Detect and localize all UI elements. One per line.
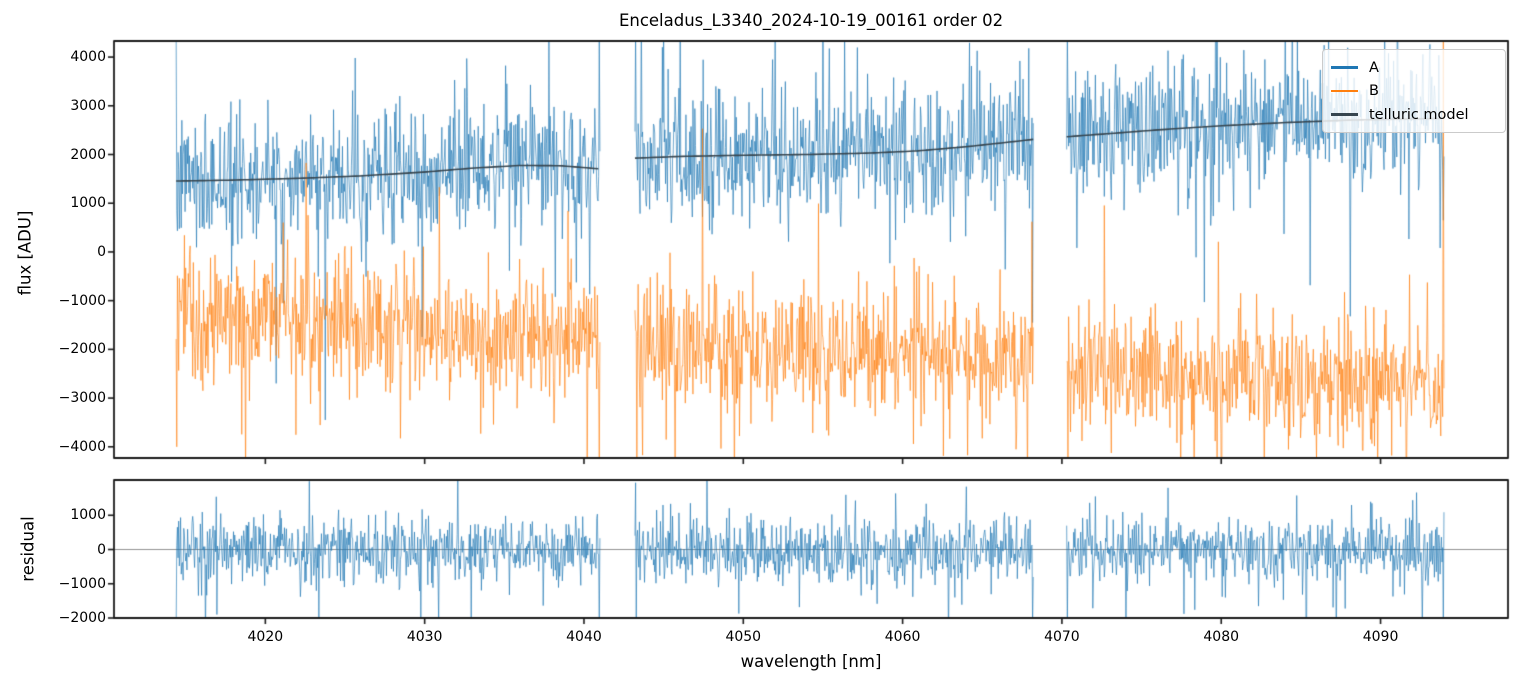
plot-title: Enceladus_L3340_2024-10-19_00161 order 0… [618,11,1004,30]
y-tick-label-flux--1000: −1000 [58,292,106,309]
y-tick-label-residual-1000: 1000 [70,507,106,524]
legend-line-a-icon [1331,66,1358,69]
legend-item-telluric-model: telluric model [1331,107,1497,123]
y-tick-label-flux-2000: 2000 [70,146,106,163]
y-tick-label-flux-3000: 3000 [70,97,106,114]
y-tick-label-flux--4000: −4000 [58,438,106,455]
x-tick-label-4020: 4020 [247,629,284,645]
x-tick-label-4080: 4080 [1203,629,1240,645]
y-tick-label-flux--2000: −2000 [58,341,106,358]
x-axis-label: wavelength [nm] [740,652,882,671]
y-tick-label-residual--1000: −1000 [58,575,106,592]
legend-label-a: A [1369,59,1379,76]
legend: A B telluric model [1322,49,1506,133]
y-tick-label-flux-1000: 1000 [70,195,106,212]
x-tick-label-4040: 4040 [566,629,602,645]
legend-line-telluric-icon [1331,113,1358,116]
legend-label-b: B [1369,83,1379,99]
y-tick-label-residual-0: 0 [97,541,106,558]
legend-line-b-icon [1331,89,1358,93]
y-tick-label-flux--3000: −3000 [58,390,106,407]
y-tick-label-residual--2000: −2000 [58,610,106,626]
x-tick-label-4030: 4030 [406,629,443,645]
x-tick-label-4090: 4090 [1362,629,1399,645]
legend-item-a: A [1331,60,1497,76]
legend-item-b: B [1331,83,1497,99]
legend-label-telluric: telluric model [1369,106,1469,123]
y-tick-label-flux-0: 0 [97,243,106,260]
y-axis-label-flux: flux [ADU] [15,210,35,296]
x-tick-label-4050: 4050 [725,629,762,645]
x-tick-label-4070: 4070 [1044,629,1080,645]
y-tick-label-flux-4000: 4000 [70,49,106,66]
x-tick-label-4060: 4060 [884,629,921,645]
